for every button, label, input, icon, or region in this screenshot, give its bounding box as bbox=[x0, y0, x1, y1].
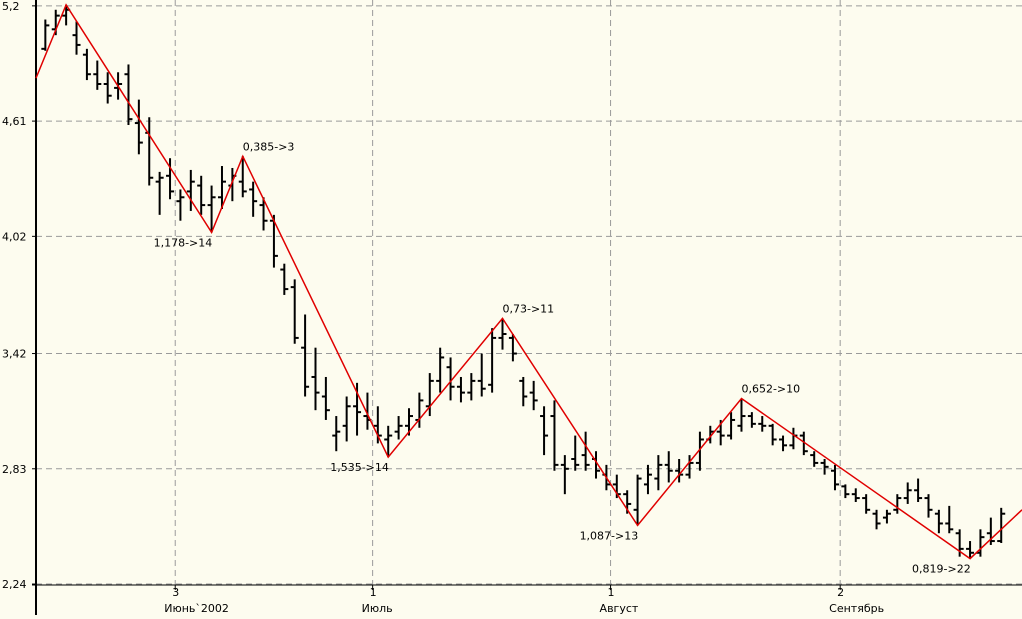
y-tick-label: 2,83 bbox=[2, 463, 27, 476]
zigzag-label: 1,535->14 bbox=[330, 461, 389, 474]
x-tick-label: 3 bbox=[172, 586, 179, 599]
y-tick-label: 2,24 bbox=[2, 578, 27, 591]
x-month-label: Июль bbox=[362, 602, 393, 615]
zigzag-label: 0,73->11 bbox=[503, 302, 555, 315]
x-tick-label: 1 bbox=[370, 586, 377, 599]
y-tick-label: 4,61 bbox=[2, 115, 27, 128]
x-tick-label: 1 bbox=[608, 586, 615, 599]
zigzag-label: 0,819->22 bbox=[912, 563, 971, 576]
y-tick-label: 3,42 bbox=[2, 348, 27, 361]
x-month-label: Июнь`2002 bbox=[164, 602, 229, 615]
zigzag-label: 0,652->10 bbox=[741, 382, 800, 395]
x-month-label: Сентябрь bbox=[829, 602, 884, 615]
zigzag-line bbox=[35, 3, 1022, 560]
y-tick-label: 4,02 bbox=[2, 230, 27, 243]
x-month-label: Август bbox=[600, 602, 639, 615]
zigzag-label: 1,178->14 bbox=[154, 236, 213, 249]
zigzag-label: 0,385->3 bbox=[243, 140, 295, 153]
y-tick-label: 5,2 bbox=[2, 0, 20, 13]
zigzag-label: 1,087->13 bbox=[580, 529, 639, 542]
x-tick-label: 2 bbox=[837, 586, 844, 599]
